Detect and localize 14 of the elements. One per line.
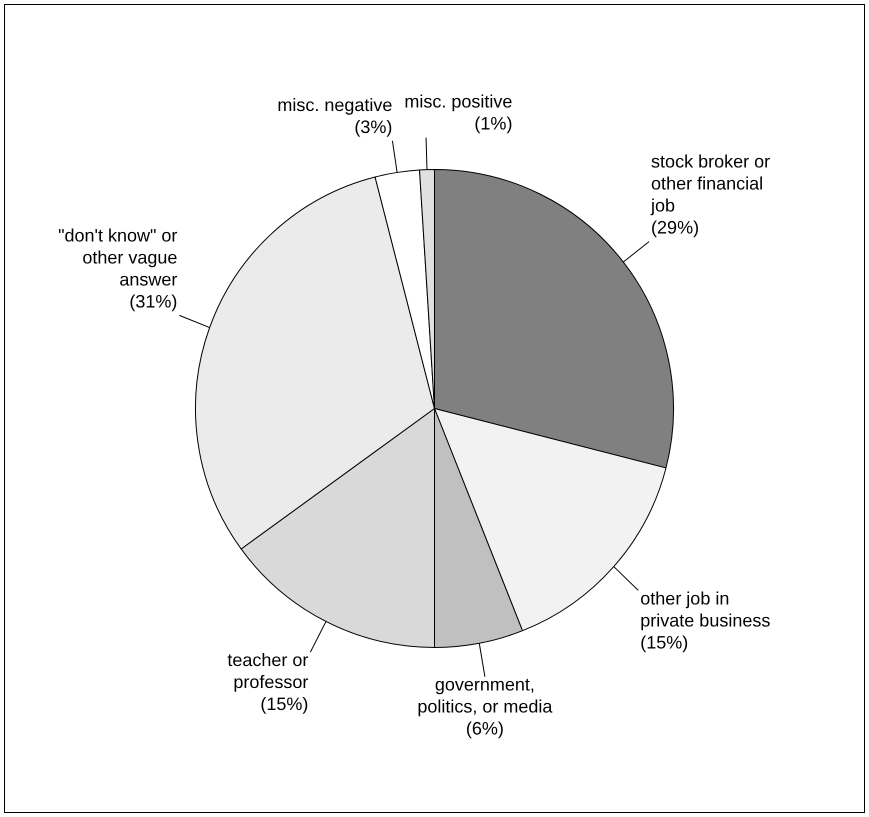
slice-label: other job in private business xyxy=(640,588,770,630)
data-label: (3%) xyxy=(354,116,392,137)
data-label: (29%) xyxy=(651,218,700,238)
slice-label: government, politics, or media xyxy=(417,674,554,717)
data-label: (31%) xyxy=(129,291,178,312)
slice-label: teacher or professor xyxy=(227,650,308,692)
slice-label: misc. negative xyxy=(277,94,392,115)
slice-label: stock broker or other financial job xyxy=(650,152,770,216)
data-label: (15%) xyxy=(640,632,688,652)
data-label: (1%) xyxy=(474,114,512,134)
slice-label: "don't know" or other vague answer xyxy=(58,225,178,290)
data-label: (6%) xyxy=(466,718,504,739)
data-label: (15%) xyxy=(260,694,308,714)
slice-label: misc. positive xyxy=(404,92,512,112)
